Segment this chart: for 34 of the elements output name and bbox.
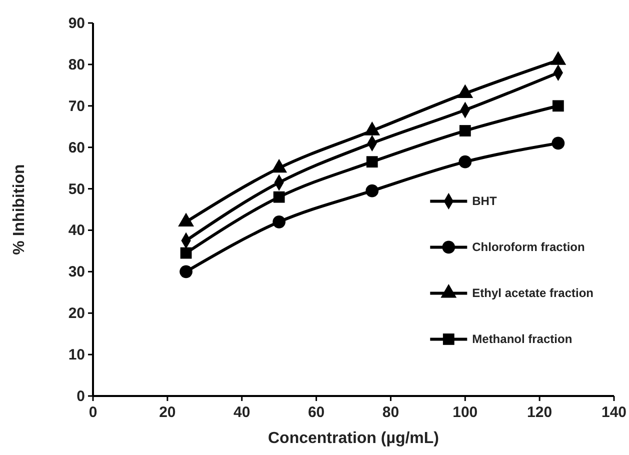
legend-label: BHT <box>472 194 498 208</box>
y-tick-label: 40 <box>68 222 85 240</box>
point <box>366 156 378 168</box>
legend-label: Chloroform fraction <box>472 240 585 254</box>
x-axis-title: Concentration (µg/mL) <box>268 430 439 447</box>
point <box>459 125 471 136</box>
point <box>272 216 286 228</box>
point <box>273 191 285 203</box>
y-tick-label: 50 <box>68 180 85 198</box>
legend-label: Ethyl acetate fraction <box>472 286 594 300</box>
y-tick-label: 20 <box>68 305 85 322</box>
y-tick-label: 0 <box>76 388 85 405</box>
x-tick-label: 140 <box>601 404 627 421</box>
y-tick-label: 10 <box>68 346 85 364</box>
y-axis-title: % Inhibition <box>11 164 28 255</box>
y-tick-label: 60 <box>68 139 85 156</box>
x-tick-label: 80 <box>382 404 400 421</box>
point <box>366 184 379 198</box>
point <box>180 265 192 278</box>
point <box>552 100 564 112</box>
point <box>552 136 565 150</box>
x-tick-label: 20 <box>159 404 176 421</box>
x-tick-label: 100 <box>452 404 478 421</box>
point <box>458 155 472 168</box>
y-tick-label: 80 <box>68 56 85 74</box>
point <box>180 247 192 259</box>
y-tick-label: 70 <box>68 98 85 115</box>
legend-label: Methanol fraction <box>472 332 572 346</box>
x-tick-label: 60 <box>308 404 325 421</box>
x-tick-label: 120 <box>527 404 552 421</box>
y-tick-label: 30 <box>68 264 85 281</box>
x-tick-label: 40 <box>234 404 250 421</box>
x-tick-label: 0 <box>88 404 98 421</box>
y-tick-label: 90 <box>68 15 85 32</box>
